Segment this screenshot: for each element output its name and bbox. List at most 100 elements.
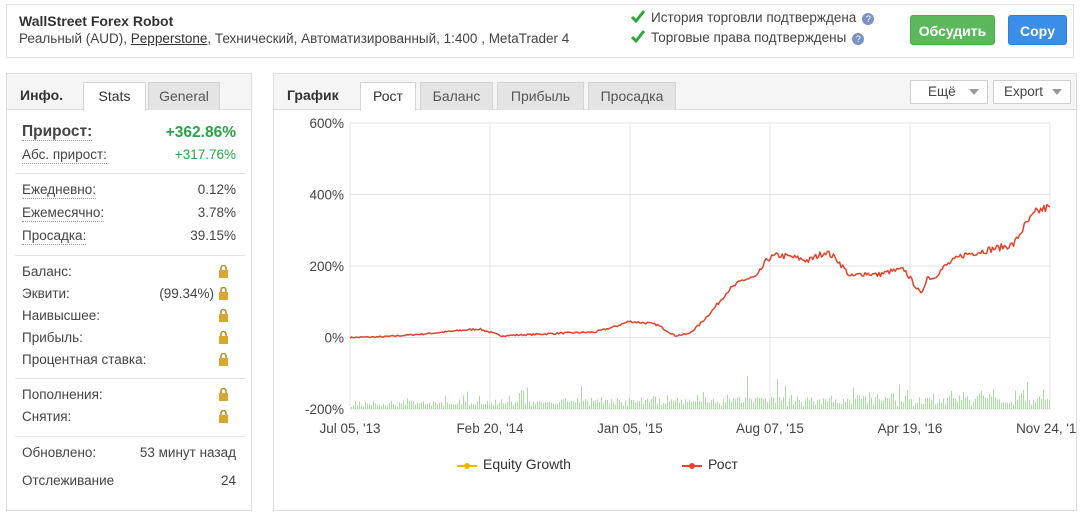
lock-icon <box>219 331 228 344</box>
volume-bar <box>951 390 952 409</box>
volume-bar <box>633 399 634 409</box>
volume-bar <box>961 400 962 409</box>
tab-general[interactable]: General <box>148 82 220 110</box>
discuss-button[interactable]: Обсудить <box>910 15 995 45</box>
volume-bar <box>779 396 780 409</box>
broker-link[interactable]: Pepperstone <box>130 31 208 46</box>
volume-bar <box>703 392 704 409</box>
volume-bar <box>879 398 880 409</box>
volume-bar <box>437 404 438 409</box>
volume-bar <box>979 393 980 409</box>
volume-bar <box>593 400 594 409</box>
volume-bar <box>875 397 876 409</box>
volume-bar <box>851 404 852 409</box>
volume-bar <box>433 401 434 409</box>
volume-bar <box>359 401 360 409</box>
volume-bar <box>1041 398 1042 409</box>
volume-bar <box>1021 393 1022 409</box>
copy-button[interactable]: Copy <box>1008 15 1067 45</box>
volume-bar <box>897 406 898 409</box>
volume-bar <box>599 401 600 409</box>
volume-bar <box>743 401 744 409</box>
export-dropdown[interactable]: Export <box>993 80 1071 104</box>
volume-bar <box>475 404 476 409</box>
volume-bar <box>947 397 948 409</box>
tab-drawdown[interactable]: Просадка <box>588 82 676 110</box>
volume-bar <box>757 397 758 409</box>
tab-profit[interactable]: Прибыль <box>497 82 584 110</box>
chart-title: График <box>287 87 339 103</box>
volume-bar <box>455 404 456 409</box>
volume-bar <box>403 400 404 409</box>
chart-panel-header: График Рост Баланс Прибыль Просадка Ещё … <box>274 74 1076 111</box>
volume-bar <box>1023 390 1024 409</box>
volume-bar <box>499 402 500 409</box>
volume-bar <box>927 398 928 409</box>
growth-chart: 600% 400% 200% 0% -200% Jul 05, '13 Feb 20, '1… <box>305 116 1076 436</box>
volume-bar <box>775 402 776 409</box>
volume-bar <box>367 403 368 409</box>
volume-bar <box>959 395 960 409</box>
volume-bar <box>555 404 556 409</box>
volume-bar <box>737 397 738 409</box>
volume-bar <box>835 399 836 409</box>
lock-icon <box>219 265 228 278</box>
help-icon[interactable]: ? <box>852 33 865 45</box>
volume-bar <box>1047 398 1048 409</box>
volume-bar <box>375 403 376 409</box>
volume-bar <box>975 399 976 409</box>
monthly-label: Ежемесячно: <box>22 205 105 222</box>
interest-row: Процентная ставка: <box>22 352 236 370</box>
volume-bar <box>859 395 860 409</box>
volume-bar <box>803 406 804 409</box>
volume-bar <box>937 403 938 409</box>
volume-bar <box>533 401 534 409</box>
volume-bar <box>693 401 694 409</box>
tab-growth[interactable]: Рост <box>360 82 416 111</box>
volume-bar <box>577 398 578 409</box>
volume-bar <box>439 402 440 409</box>
volume-bar <box>525 403 526 409</box>
y-tick-label: -200% <box>305 402 344 417</box>
help-icon[interactable]: ? <box>862 13 875 25</box>
volume-bar <box>971 405 972 409</box>
y-tick-label: 0% <box>324 331 344 346</box>
volume-bar <box>573 401 574 409</box>
more-dropdown[interactable]: Ещё <box>910 80 988 104</box>
volume-bar <box>591 397 592 409</box>
volume-bar <box>817 400 818 409</box>
volume-bar <box>503 403 504 409</box>
volume-bar <box>889 398 890 409</box>
daily-label: Ежедневно: <box>22 182 96 199</box>
tab-balance[interactable]: Баланс <box>420 82 493 110</box>
volume-bar <box>639 401 640 409</box>
volume-bar <box>845 402 846 409</box>
volume-bar <box>529 401 530 409</box>
divider <box>15 255 245 256</box>
y-tick-label: 600% <box>309 116 344 131</box>
drawdown-row: Просадка: 39.15% <box>22 228 236 246</box>
check-icon <box>631 30 645 43</box>
lock-icon <box>219 287 228 300</box>
volume-bar <box>417 402 418 409</box>
volume-bar <box>741 402 742 409</box>
volume-bar <box>471 403 472 409</box>
volume-bar <box>749 398 750 409</box>
volume-bar <box>419 403 420 409</box>
volume-bar <box>949 395 950 409</box>
volume-bar <box>395 405 396 409</box>
volume-bar <box>943 398 944 409</box>
volume-bar <box>353 405 354 409</box>
volume-bar <box>645 399 646 409</box>
volume-bar <box>825 399 826 409</box>
volume-bar <box>827 401 828 409</box>
volume-bar <box>1005 402 1006 409</box>
account-subtitle: Реальный (AUD), Pepperstone, Технический… <box>19 31 569 46</box>
tab-stats[interactable]: Stats <box>83 82 146 111</box>
volume-bar <box>551 402 552 409</box>
volume-bar <box>751 399 752 409</box>
volume-bar <box>495 399 496 409</box>
volume-bar <box>671 399 672 409</box>
volume-bar <box>621 402 622 409</box>
volume-bar <box>729 399 730 409</box>
